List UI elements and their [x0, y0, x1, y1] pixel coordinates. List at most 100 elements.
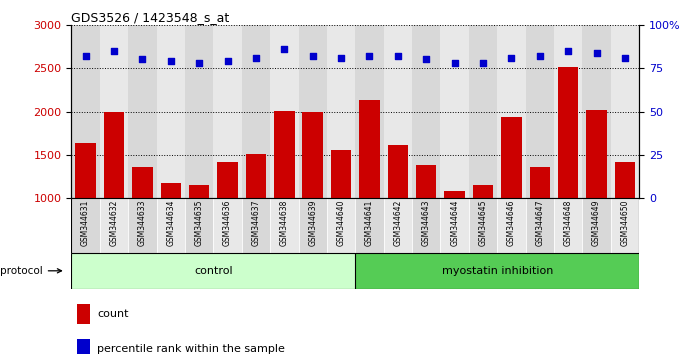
Text: GSM344635: GSM344635 [194, 200, 203, 246]
Bar [611, 198, 639, 253]
Text: GSM344636: GSM344636 [223, 200, 232, 246]
Bar [412, 25, 441, 198]
Bar [441, 25, 469, 198]
Point [194, 60, 205, 66]
Bar [214, 198, 242, 253]
Text: protocol: protocol [0, 266, 61, 276]
Bar [100, 198, 128, 253]
Bar [473, 185, 493, 285]
Bar [331, 150, 352, 285]
Text: GSM344637: GSM344637 [252, 200, 260, 246]
Bar [469, 25, 497, 198]
Bar [526, 25, 554, 198]
Text: GSM344631: GSM344631 [81, 200, 90, 246]
Point [364, 53, 375, 59]
Bar [245, 154, 266, 285]
Point [534, 53, 545, 59]
Bar [327, 198, 355, 253]
Point [449, 60, 460, 66]
Text: GSM344642: GSM344642 [394, 200, 403, 246]
Bar [299, 25, 327, 198]
Bar [416, 165, 437, 285]
Bar [156, 198, 185, 253]
Text: percentile rank within the sample: percentile rank within the sample [97, 344, 285, 354]
Bar [615, 162, 635, 285]
Text: GSM344644: GSM344644 [450, 200, 459, 246]
Bar [214, 25, 242, 198]
Bar [104, 112, 124, 285]
Point [307, 53, 318, 59]
Bar [71, 198, 100, 253]
Bar [582, 25, 611, 198]
Bar [554, 25, 582, 198]
Text: GSM344638: GSM344638 [280, 200, 289, 246]
Bar [160, 183, 181, 285]
Bar [185, 198, 214, 253]
Bar [156, 25, 185, 198]
Text: GSM344646: GSM344646 [507, 200, 516, 246]
Bar [77, 339, 90, 354]
Bar [497, 198, 526, 253]
Bar [128, 198, 156, 253]
Text: GSM344634: GSM344634 [167, 200, 175, 246]
Text: GSM344633: GSM344633 [138, 200, 147, 246]
Bar [355, 198, 384, 253]
Bar [558, 67, 579, 285]
Point [591, 50, 602, 55]
Bar [388, 145, 408, 285]
Text: GSM344648: GSM344648 [564, 200, 573, 246]
Text: myostatin inhibition: myostatin inhibition [441, 266, 553, 276]
Bar [270, 198, 299, 253]
Text: GDS3526 / 1423548_s_at: GDS3526 / 1423548_s_at [71, 11, 230, 24]
Bar [218, 162, 238, 285]
Text: GSM344650: GSM344650 [621, 200, 630, 246]
Text: GSM344640: GSM344640 [337, 200, 345, 246]
Bar [75, 143, 96, 285]
Bar [611, 25, 639, 198]
Bar [384, 25, 412, 198]
Bar [274, 111, 294, 285]
Bar [355, 25, 384, 198]
Bar [77, 304, 90, 324]
Bar [359, 100, 379, 285]
Bar [554, 198, 582, 253]
Point [279, 46, 290, 52]
Point [477, 60, 488, 66]
Bar [469, 198, 497, 253]
Bar [242, 25, 270, 198]
Point [421, 57, 432, 62]
Bar [412, 198, 441, 253]
Bar [185, 25, 214, 198]
Bar [501, 117, 522, 285]
Bar [299, 198, 327, 253]
Bar [384, 198, 412, 253]
Bar [128, 25, 156, 198]
Text: GSM344647: GSM344647 [535, 200, 544, 246]
Point [165, 58, 176, 64]
Point [336, 55, 347, 61]
Text: GSM344641: GSM344641 [365, 200, 374, 246]
Point [250, 55, 261, 61]
Bar [242, 198, 270, 253]
Point [506, 55, 517, 61]
Bar [270, 25, 299, 198]
Bar [586, 110, 607, 285]
Text: control: control [194, 266, 233, 276]
Bar [71, 253, 355, 289]
Bar [100, 25, 128, 198]
Text: GSM344639: GSM344639 [308, 200, 317, 246]
Bar [71, 25, 100, 198]
Text: count: count [97, 309, 129, 319]
Bar [303, 112, 323, 285]
Bar [132, 167, 152, 285]
Bar [582, 198, 611, 253]
Bar [445, 191, 465, 285]
Point [222, 58, 233, 64]
Point [392, 53, 403, 59]
Bar [530, 167, 550, 285]
Bar [526, 198, 554, 253]
Bar [441, 198, 469, 253]
Text: GSM344645: GSM344645 [479, 200, 488, 246]
Point [619, 55, 630, 61]
Bar [327, 25, 355, 198]
